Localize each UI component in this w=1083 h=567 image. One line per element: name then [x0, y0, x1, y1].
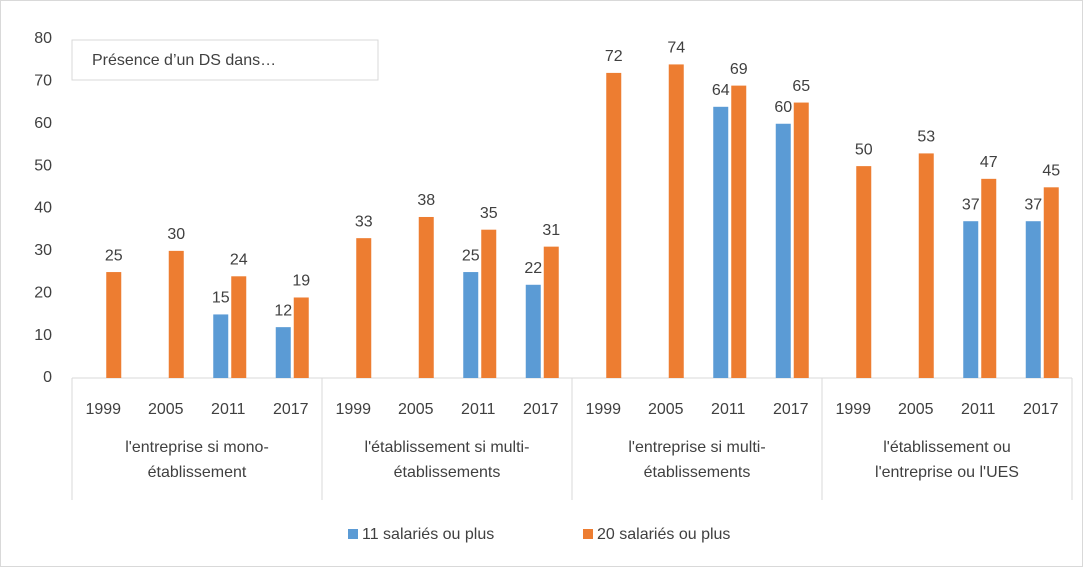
data-label: 72 [605, 48, 623, 65]
x-tick-label: 2005 [898, 401, 934, 418]
data-label: 15 [212, 290, 230, 307]
bar [713, 106, 729, 379]
data-label: 37 [1024, 196, 1042, 213]
data-label: 65 [792, 78, 810, 95]
data-label: 37 [962, 196, 980, 213]
bar [231, 276, 247, 378]
data-label: 24 [230, 252, 248, 269]
bar [793, 102, 809, 378]
bar [481, 229, 497, 378]
x-tick-label: 1999 [335, 401, 371, 418]
legend-label: 20 salariés ou plus [597, 526, 730, 543]
bar [731, 85, 747, 379]
y-tick-label: 20 [34, 284, 52, 301]
x-tick-label: 2005 [148, 401, 184, 418]
group-label: l'établissement ou [883, 439, 1011, 456]
x-tick-label: 2005 [648, 401, 684, 418]
x-tick-label: 2017 [273, 401, 309, 418]
annotation: Présence d’un DS dans… [92, 52, 276, 69]
bar [463, 272, 479, 378]
bar [606, 72, 622, 379]
group-label: établissement [148, 464, 247, 481]
y-tick-label: 10 [34, 327, 52, 344]
bar [668, 64, 684, 379]
data-label: 53 [917, 129, 935, 146]
data-label: 19 [292, 273, 310, 290]
data-label: 31 [542, 222, 560, 239]
bar [275, 327, 291, 378]
bar [356, 238, 372, 378]
data-label: 64 [712, 82, 730, 99]
bar [418, 216, 434, 378]
group-label: établissements [644, 464, 751, 481]
bar [856, 166, 872, 378]
bar [213, 314, 229, 378]
data-label: 38 [417, 192, 435, 209]
data-label: 25 [462, 247, 480, 264]
bar [1025, 221, 1041, 378]
bar [981, 178, 997, 378]
y-tick-label: 40 [34, 200, 52, 217]
bar [918, 153, 934, 378]
group-label: établissements [394, 464, 501, 481]
bar [293, 297, 309, 378]
bar [525, 284, 541, 378]
x-tick-label: 2005 [398, 401, 434, 418]
x-tick-label: 2011 [961, 401, 996, 418]
group-label: l'établissement si multi- [365, 439, 530, 456]
x-tick-label: 2011 [211, 401, 246, 418]
y-tick-label: 0 [43, 369, 52, 386]
annotation-box [71, 39, 379, 81]
bar [543, 246, 559, 378]
data-label: 22 [524, 260, 542, 277]
bar [963, 221, 979, 378]
y-tick-label: 30 [34, 242, 52, 259]
data-label: 12 [274, 302, 292, 319]
data-label: 30 [167, 226, 185, 243]
x-tick-label: 1999 [85, 401, 121, 418]
data-label: 47 [980, 154, 998, 171]
legend-swatch [348, 529, 358, 539]
bar [1043, 187, 1059, 378]
data-label: 74 [667, 40, 685, 57]
x-tick-label: 2011 [461, 401, 496, 418]
bar [106, 272, 122, 378]
group-label: l'entreprise si multi- [628, 439, 765, 456]
y-tick-label: 70 [34, 73, 52, 90]
legend-label: 11 salariés ou plus [362, 526, 494, 543]
y-tick-label: 60 [34, 115, 52, 132]
data-label: 33 [355, 213, 373, 230]
group-label: l'entreprise si mono- [125, 439, 269, 456]
x-tick-label: 1999 [585, 401, 621, 418]
bar [168, 250, 184, 378]
data-label: 45 [1042, 163, 1060, 180]
data-label: 35 [480, 205, 498, 222]
x-tick-label: 1999 [835, 401, 871, 418]
data-label: 60 [774, 99, 792, 116]
data-label: 25 [105, 247, 123, 264]
x-tick-label: 2017 [523, 401, 559, 418]
y-tick-label: 50 [34, 157, 52, 174]
group-label: l'entreprise ou l'UES [875, 464, 1019, 481]
bar [775, 123, 791, 378]
x-tick-label: 2017 [1023, 401, 1059, 418]
x-tick-label: 2011 [711, 401, 746, 418]
legend-swatch [583, 529, 593, 539]
x-tick-label: 2017 [773, 401, 809, 418]
y-tick-label: 80 [34, 30, 52, 47]
data-label: 50 [855, 141, 873, 158]
data-label: 69 [730, 61, 748, 78]
